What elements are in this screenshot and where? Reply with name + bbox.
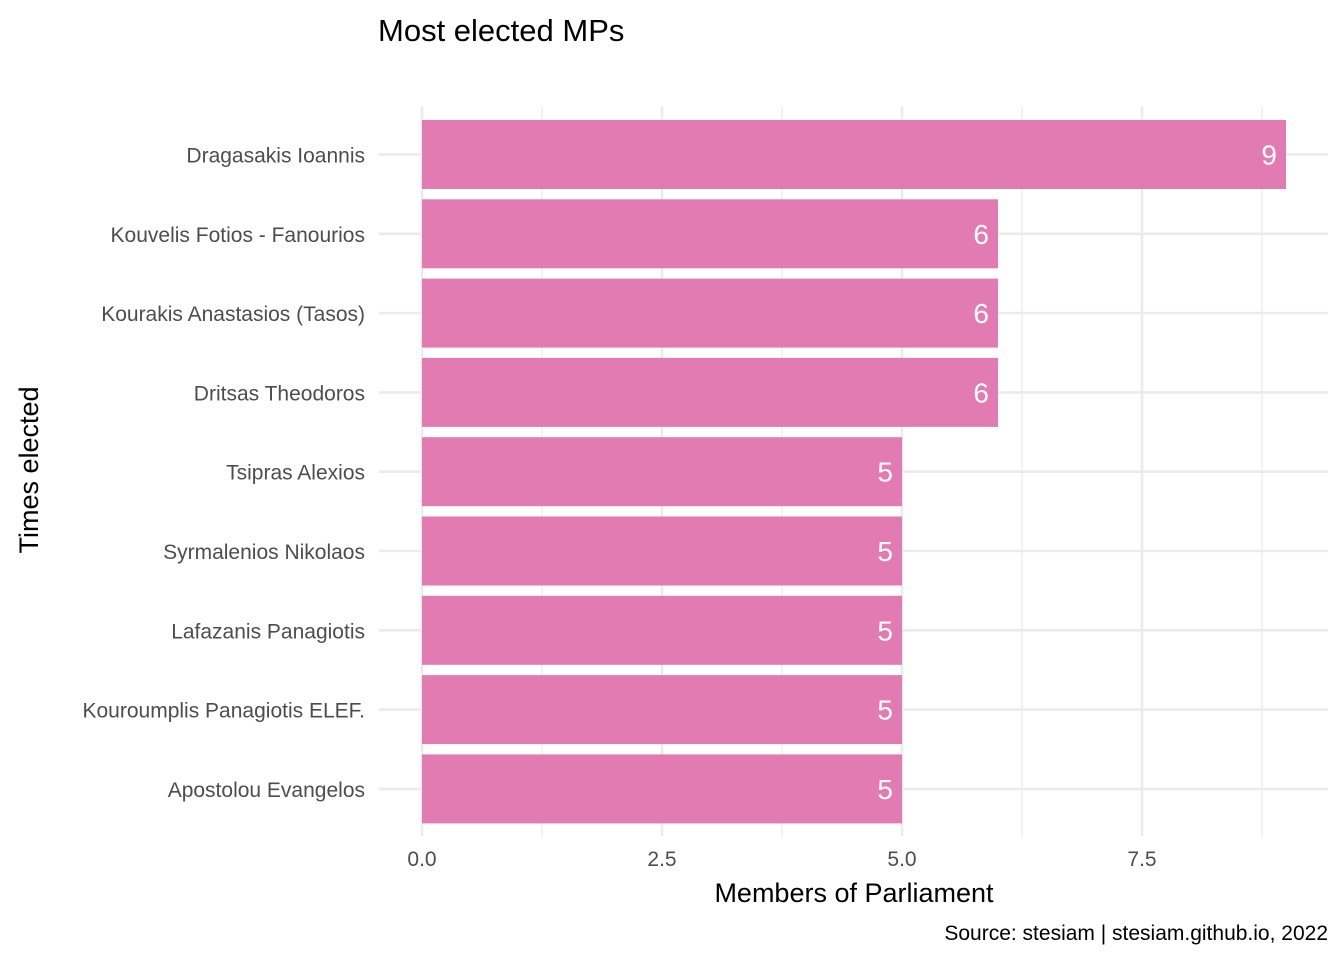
bar-value-label: 5 — [877, 615, 893, 646]
bar-value-label: 5 — [877, 457, 893, 488]
bar-value-label: 5 — [877, 774, 893, 805]
bar — [422, 437, 902, 507]
y-tick-label: Lafazanis Panagiotis — [171, 620, 365, 643]
x-tick-label: 5.0 — [887, 848, 916, 871]
bar — [422, 754, 902, 824]
bar — [422, 199, 998, 269]
bar-value-label: 6 — [973, 298, 989, 329]
bar-value-label: 6 — [973, 377, 989, 408]
x-axis-title: Members of Parliament — [714, 878, 994, 908]
y-tick-label: Kourakis Anastasios (Tasos) — [101, 303, 365, 326]
chart-title: Most elected MPs — [378, 13, 624, 48]
x-tick-label: 7.5 — [1127, 848, 1156, 871]
bar-value-label: 6 — [973, 219, 989, 250]
bar-value-label: 5 — [877, 695, 893, 726]
y-tick-label: Dragasakis Ioannis — [186, 145, 365, 168]
y-tick-label: Syrmalenios Nikolaos — [163, 541, 365, 564]
bar — [422, 516, 902, 586]
y-tick-label: Kouvelis Fotios - Fanourios — [111, 224, 365, 247]
y-tick-label: Kouroumplis Panagiotis ELEF. — [83, 700, 366, 723]
bars-group: 9 6 6 6 5 5 5 5 5 — [422, 120, 1286, 824]
y-tick-label: Dritsas Theodoros — [194, 382, 365, 405]
x-tick-label: 0.0 — [407, 848, 436, 871]
bar — [422, 120, 1286, 189]
x-tick-label: 2.5 — [647, 848, 676, 871]
x-tick-labels: 0.0 2.5 5.0 7.5 — [407, 848, 1156, 871]
bar — [422, 357, 998, 427]
y-axis-title: Times elected — [14, 386, 44, 553]
bar — [422, 278, 998, 348]
y-tick-label: Tsipras Alexios — [226, 462, 365, 485]
chart-caption: Source: stesiam | stesiam.github.io, 202… — [944, 922, 1328, 945]
bar-value-label: 9 — [1261, 140, 1277, 171]
bar-value-label: 5 — [877, 536, 893, 567]
y-tick-labels: Dragasakis Ioannis Kouvelis Fotios - Fano… — [83, 145, 366, 802]
bar — [422, 595, 902, 665]
y-tick-label: Apostolou Evangelos — [168, 779, 365, 802]
bar — [422, 675, 902, 745]
